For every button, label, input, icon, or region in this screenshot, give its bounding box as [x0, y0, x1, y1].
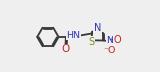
Text: HN: HN [66, 31, 80, 40]
Text: N: N [94, 23, 101, 33]
Text: O: O [113, 35, 121, 45]
Text: +: + [108, 37, 114, 42]
Text: ⁻O: ⁻O [104, 46, 116, 55]
Text: S: S [88, 37, 94, 47]
Text: N: N [106, 36, 113, 45]
Text: O: O [62, 44, 70, 54]
